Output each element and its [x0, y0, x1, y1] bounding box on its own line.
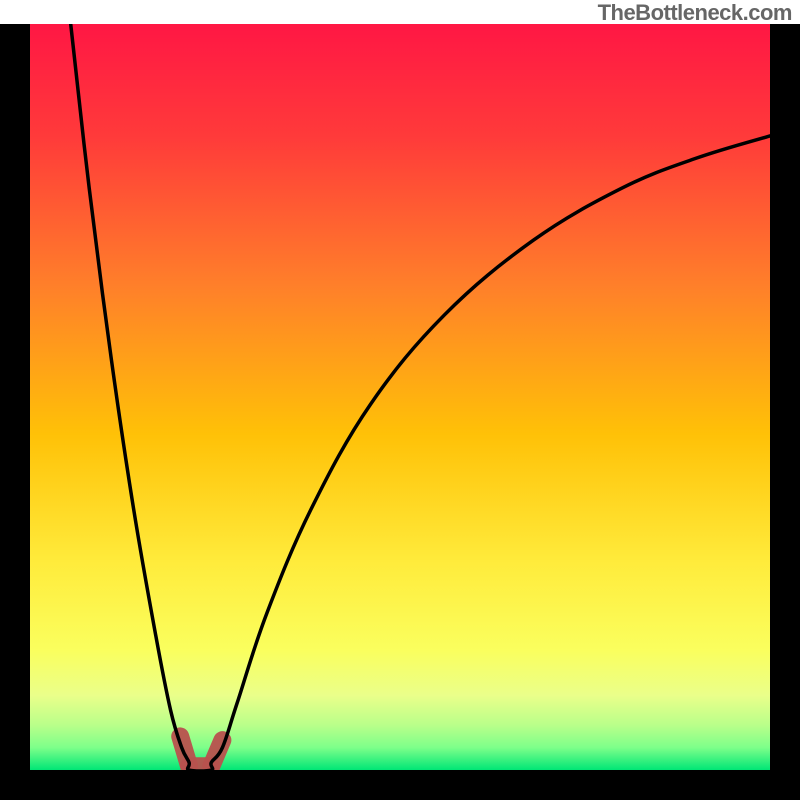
chart-frame — [0, 24, 800, 800]
chart-plot-area — [30, 24, 770, 770]
chart-container: TheBottleneck.com — [0, 0, 800, 800]
watermark-text: TheBottleneck.com — [598, 0, 792, 26]
gradient-background — [30, 24, 770, 770]
chart-svg — [30, 24, 770, 770]
